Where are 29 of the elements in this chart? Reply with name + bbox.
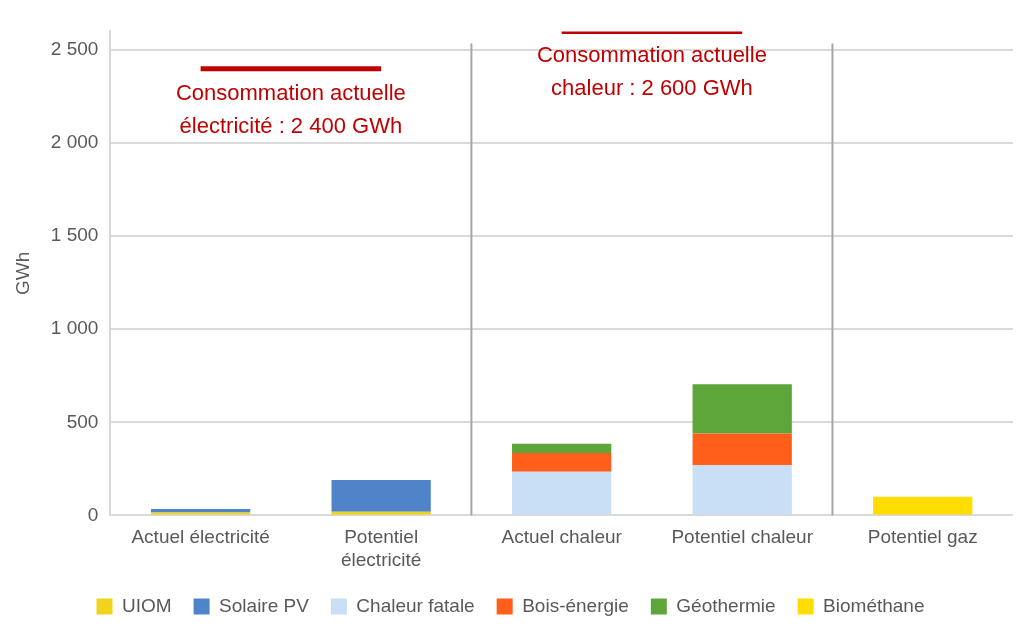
legend-label: Géothermie	[676, 594, 776, 616]
bar	[150, 508, 251, 513]
x-tick-label: Potentiel chaleur	[671, 526, 814, 548]
legend-label: Solaire PV	[219, 594, 310, 616]
legend-label: Biométhane	[823, 594, 925, 616]
x-tick-label: Actuel chaleur	[501, 526, 623, 548]
bar	[692, 465, 792, 515]
y-tick-label: 1 500	[50, 224, 99, 246]
annotation: Consommation actuelle électricité : 2 400 GWh	[175, 79, 406, 138]
y-tick-label: 1 000	[50, 317, 99, 339]
bar	[692, 384, 792, 434]
y-tick-label: 0	[87, 503, 99, 525]
y-tick-label: 2 000	[50, 131, 99, 153]
x-tick-label: Potentiel électricité	[341, 526, 422, 570]
bar	[512, 471, 612, 515]
legend-label: Chaleur fatale	[356, 594, 475, 616]
legend-label: Bois-énergie	[522, 594, 629, 616]
bar	[873, 496, 973, 515]
y-tick-label: 500	[66, 410, 99, 432]
bar	[512, 443, 612, 454]
x-tick-label: Actuel électricité	[131, 526, 270, 548]
legend-label: UIOM	[122, 594, 172, 616]
bar	[512, 453, 612, 472]
bar	[331, 480, 431, 512]
x-tick-label: Potentiel gaz	[867, 526, 978, 548]
bar	[692, 433, 792, 466]
y-axis-title: GWh	[11, 251, 33, 296]
y-tick-label: 2 500	[50, 38, 99, 60]
annotation: Consommation actuelle chaleur : 2 600 GWh	[536, 42, 767, 101]
